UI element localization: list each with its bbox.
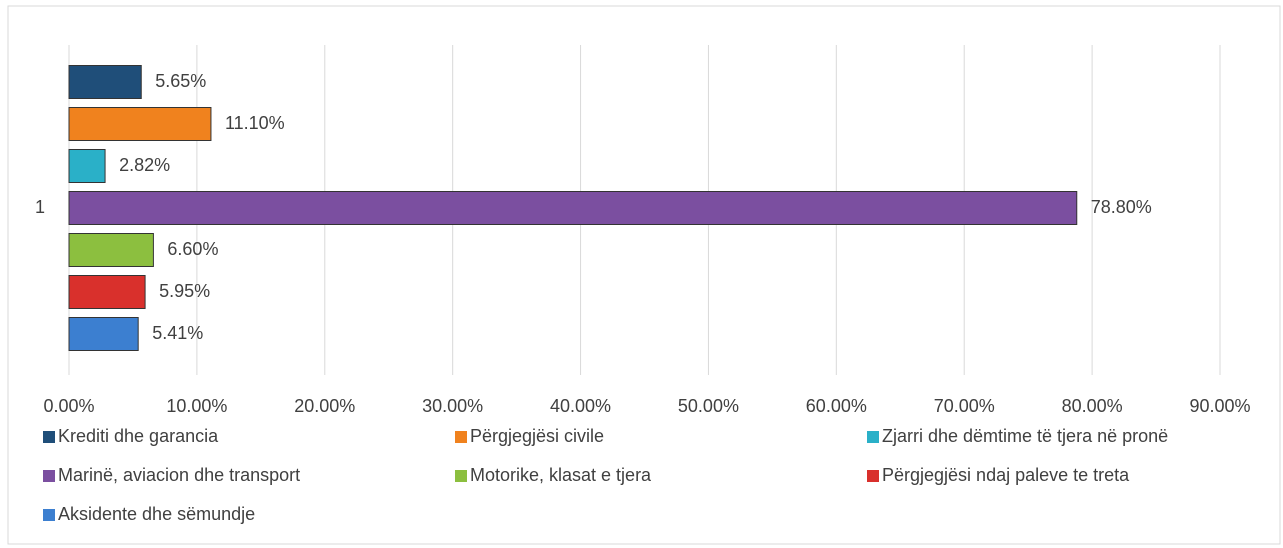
legend-swatch xyxy=(43,509,55,521)
legend-swatch xyxy=(43,431,55,443)
y-tick-label: 1 xyxy=(35,197,45,217)
legend-label: Zjarri dhe dëmtime të tjera në pronë xyxy=(882,426,1168,446)
legend-label: Përgjegjësi civile xyxy=(470,426,604,446)
value-label: 5.95% xyxy=(159,281,210,301)
legend-label: Marinë, aviacion dhe transport xyxy=(58,465,300,485)
bar xyxy=(68,149,106,183)
legend-swatch xyxy=(455,470,467,482)
bar xyxy=(68,107,212,141)
legend-swatch xyxy=(867,431,879,443)
value-label: 11.10% xyxy=(225,113,285,133)
x-tick-label: 0.00% xyxy=(43,396,94,416)
bar xyxy=(68,275,146,309)
bar xyxy=(68,233,154,267)
bar xyxy=(68,191,1078,225)
bar xyxy=(68,317,139,351)
value-label: 78.80% xyxy=(1091,197,1152,217)
chart-border xyxy=(7,5,1281,545)
x-tick-label: 30.00% xyxy=(422,396,483,416)
x-tick-label: 60.00% xyxy=(806,396,867,416)
legend-label: Krediti dhe garancia xyxy=(58,426,219,446)
x-tick-label: 50.00% xyxy=(678,396,739,416)
legend-swatch xyxy=(455,431,467,443)
value-label: 5.65% xyxy=(155,71,206,91)
x-tick-label: 70.00% xyxy=(934,396,995,416)
x-tick-label: 20.00% xyxy=(294,396,355,416)
value-label: 6.60% xyxy=(167,239,218,259)
legend-swatch xyxy=(43,470,55,482)
legend-label: Përgjegjësi ndaj paleve te treta xyxy=(882,465,1130,485)
value-label: 5.41% xyxy=(152,323,203,343)
legend-swatch xyxy=(867,470,879,482)
x-tick-label: 90.00% xyxy=(1189,396,1250,416)
x-tick-label: 10.00% xyxy=(166,396,227,416)
bar xyxy=(68,65,142,99)
value-label: 2.82% xyxy=(119,155,170,175)
legend-label: Motorike, klasat e tjera xyxy=(470,465,652,485)
x-tick-label: 80.00% xyxy=(1062,396,1123,416)
x-tick-label: 40.00% xyxy=(550,396,611,416)
legend-label: Aksidente dhe sëmundje xyxy=(58,504,255,524)
